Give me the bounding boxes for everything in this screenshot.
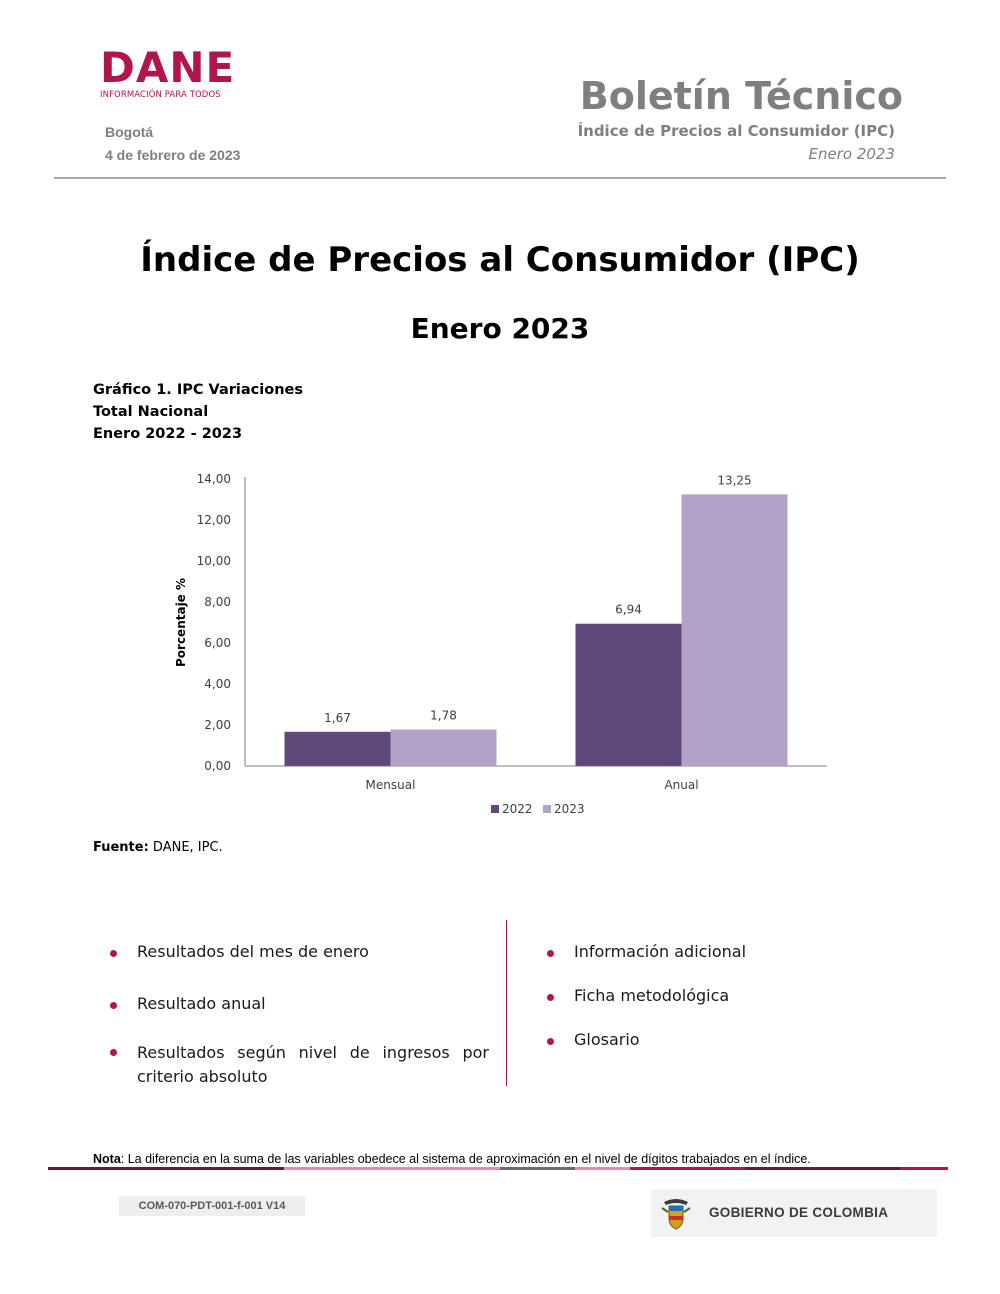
rule-segment xyxy=(500,1167,575,1170)
chart-caption-line2: Total Nacional xyxy=(93,404,209,420)
x-tick-label: Anual xyxy=(664,778,698,792)
bar-2023-mensual xyxy=(390,729,497,766)
logo-tagline: INFORMACIÓN PARA TODOS xyxy=(100,90,221,100)
source-label: Fuente: xyxy=(93,840,149,855)
note-text: : La diferencia en la suma de las variab… xyxy=(120,1152,811,1166)
bullet-icon xyxy=(547,950,554,957)
note-label: Nota xyxy=(93,1152,121,1166)
chart-source: Fuente: DANE, IPC. xyxy=(93,840,223,855)
logo-word: DANE xyxy=(100,43,236,92)
y-tick-label: 8,00 xyxy=(204,595,231,609)
government-label: GOBIERNO DE COLOMBIA xyxy=(709,1205,889,1220)
source-text: DANE, IPC. xyxy=(148,840,223,855)
bar-2023-anual xyxy=(681,494,788,766)
y-tick-label: 4,00 xyxy=(204,677,231,691)
header-divider xyxy=(54,177,946,179)
publication-date: 4 de febrero de 2023 xyxy=(105,147,241,163)
bar-2022-mensual xyxy=(284,731,391,766)
list-item[interactable]: Resultado anual xyxy=(137,994,266,1013)
y-tick-label: 12,00 xyxy=(197,513,231,527)
page-period: Enero 2023 xyxy=(410,312,590,345)
data-label: 6,94 xyxy=(615,603,642,617)
y-axis-title: Porcentaje % xyxy=(174,578,188,667)
rule-segment xyxy=(630,1167,745,1170)
list-item[interactable]: Resultados según nivel de ingresos por c… xyxy=(137,1043,489,1086)
list-divider xyxy=(506,920,507,1086)
y-tick-label: 10,00 xyxy=(197,554,231,568)
list-item[interactable]: Resultados del mes de enero xyxy=(137,942,369,961)
rule-segment xyxy=(900,1167,948,1170)
data-label: 1,67 xyxy=(324,711,351,725)
coat-of-arms-icon xyxy=(661,1199,691,1230)
bulletin-period: Enero 2023 xyxy=(808,145,896,163)
legend-swatch-2022 xyxy=(491,805,499,813)
bullet-icon xyxy=(547,1038,554,1045)
city: Bogotá xyxy=(105,124,154,140)
y-tick-label: 6,00 xyxy=(204,636,231,650)
government-badge xyxy=(651,1189,937,1237)
bullet-icon xyxy=(547,994,554,1001)
y-tick-label: 14,00 xyxy=(197,472,231,486)
bullet-icon xyxy=(110,1002,117,1009)
footnote: Nota: La diferencia en la suma de las va… xyxy=(93,1152,811,1166)
x-tick-label: Mensual xyxy=(366,778,416,792)
legend-label: 2022 xyxy=(502,802,533,816)
data-label: 13,25 xyxy=(717,473,751,487)
bullet-icon xyxy=(110,950,117,957)
list-item[interactable]: Información adicional xyxy=(574,942,747,961)
bullet-icon xyxy=(110,1049,117,1056)
data-label: 1,78 xyxy=(430,709,457,723)
y-tick-label: 2,00 xyxy=(204,718,231,732)
rule-segment xyxy=(284,1167,500,1170)
rule-segment xyxy=(48,1167,284,1170)
ipc-bar-chart: 0,00 2,00 4,00 6,00 8,00 10,00 12,00 14,00 Porce… xyxy=(174,472,827,816)
bulletin-title: Boletín Técnico xyxy=(579,74,903,118)
legend-swatch-2023 xyxy=(543,805,551,813)
list-item[interactable]: Glosario xyxy=(574,1030,640,1049)
chart-caption-line1: Gráfico 1. IPC Variaciones xyxy=(93,382,303,398)
document-code: COM-070-PDT-001-f-001 V14 xyxy=(119,1196,305,1216)
list-item[interactable]: Ficha metodológica xyxy=(574,986,730,1005)
dane-logo: DANE INFORMACIÓN PARA TODOS xyxy=(100,43,240,101)
chart-caption-line3: Enero 2022 - 2023 xyxy=(93,426,243,442)
bulletin-subtitle: Índice de Precios al Consumidor (IPC) xyxy=(577,122,895,140)
y-tick-label: 0,00 xyxy=(204,759,231,773)
bar-2022-anual xyxy=(575,623,682,766)
legend-label: 2023 xyxy=(554,802,585,816)
rule-segment xyxy=(575,1167,630,1170)
page-title: Índice de Precios al Consumidor (IPC) xyxy=(140,240,860,280)
rule-segment xyxy=(745,1167,900,1170)
